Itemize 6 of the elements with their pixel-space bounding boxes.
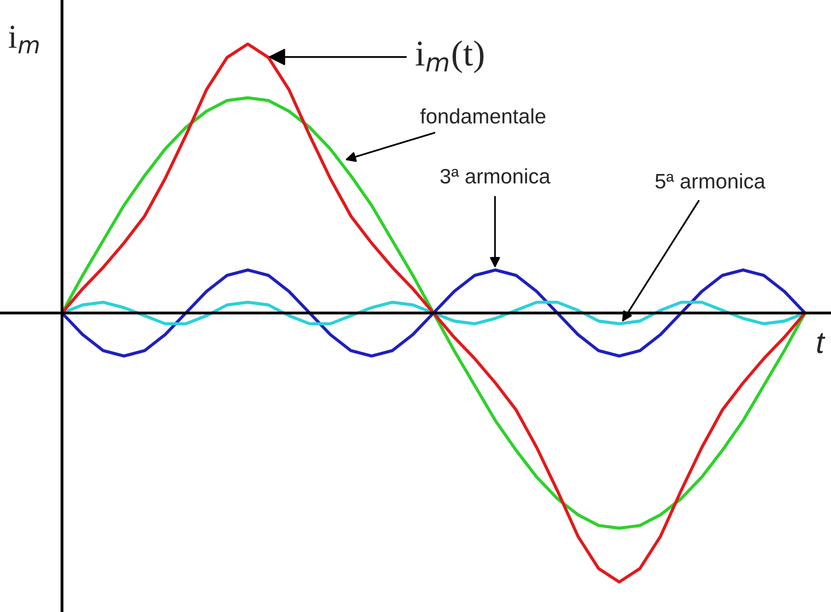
annotation: fondamentale xyxy=(420,108,546,124)
annotation: 5ª armonica xyxy=(655,173,766,189)
y-axis-title: i$_{m}$ xyxy=(8,26,39,54)
annotation: i$_{m}$(t) xyxy=(416,40,484,74)
annotation: 3ª armonica xyxy=(440,168,550,184)
x-axis-title: t xyxy=(817,333,826,354)
